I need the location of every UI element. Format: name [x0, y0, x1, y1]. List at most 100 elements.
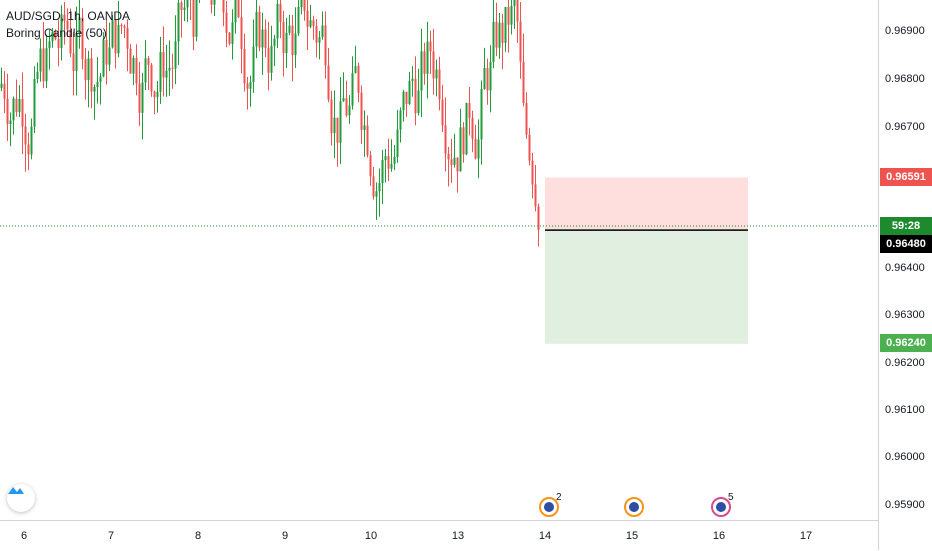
candlestick-chart[interactable] [0, 0, 878, 520]
candle-body [111, 19, 114, 48]
candle-body [156, 91, 159, 98]
current-price-badge: 0.96480 [880, 235, 932, 253]
candle-body [285, 32, 288, 54]
candle-body [369, 155, 372, 177]
candle-body [120, 24, 123, 27]
price-tick: 0.96800 [885, 73, 925, 85]
candle-body [360, 92, 363, 130]
candle-body [69, 29, 72, 54]
time-tick: 10 [364, 530, 378, 542]
candle-body [36, 71, 39, 79]
candle-body [531, 160, 534, 185]
candle-body [276, 3, 279, 39]
candle-body [24, 126, 27, 145]
candle-body [291, 25, 294, 56]
economic-event-icon[interactable]: 2 [539, 492, 562, 517]
price-axis[interactable]: 0.96900 0.96800 0.96700 0.96400 0.96300 … [878, 0, 932, 550]
candle-body [6, 98, 9, 125]
symbol-title[interactable]: AUD/SGD, 1h, OANDA [6, 9, 131, 23]
time-tick: 16 [712, 530, 726, 542]
candle-body [330, 99, 333, 134]
candle-body [300, 0, 303, 8]
candle-body [258, 11, 261, 48]
candle-body [498, 22, 501, 48]
candle-body [225, 12, 228, 33]
indicator-label[interactable]: Boring Candle (50) [6, 26, 107, 40]
candle-body [93, 86, 96, 92]
candle-body [450, 159, 453, 165]
candle-body [228, 32, 231, 44]
candle-body [525, 103, 528, 135]
time-tick: 6 [20, 530, 28, 542]
candle-body [144, 58, 147, 83]
chart-pane[interactable]: AUD/SGD, 1h, OANDA Boring Candle (50) 2 … [0, 0, 878, 520]
candle-body [57, 38, 60, 48]
candle-body [183, 7, 186, 10]
candle-body [78, 17, 81, 34]
price-tick: 0.96000 [885, 451, 925, 463]
candle-body [339, 101, 342, 143]
candle-body [270, 45, 273, 73]
candle-body [135, 57, 138, 84]
candle-body [351, 73, 354, 106]
candle-body [126, 27, 129, 49]
candle-body [54, 31, 57, 39]
candle-body [60, 14, 63, 48]
candle-body [474, 138, 477, 159]
candle-body [63, 14, 66, 21]
candle-body [465, 103, 468, 155]
price-tick: 0.96100 [885, 404, 925, 416]
candle-body [363, 125, 366, 130]
candle-body [315, 26, 318, 43]
candle-body [312, 20, 315, 27]
candle-body [429, 41, 432, 52]
candle-body [489, 61, 492, 91]
candle-body [318, 37, 321, 43]
time-tick: 15 [625, 530, 639, 542]
economic-event-icon[interactable] [624, 497, 644, 517]
candle-body [537, 206, 540, 230]
stop-loss-zone [545, 177, 748, 231]
candle-body [486, 67, 489, 91]
candle-body [105, 39, 108, 65]
candle-body [492, 21, 495, 62]
candle-body [495, 21, 498, 48]
candle-body [267, 48, 270, 73]
candle-body [168, 67, 171, 71]
candle-body [180, 2, 183, 10]
candle-body [177, 2, 180, 42]
economic-event-icon[interactable]: 5 [711, 492, 734, 517]
tradingview-logo-icon[interactable] [7, 484, 35, 512]
candle-body [174, 41, 177, 69]
candle-body [288, 25, 291, 33]
candle-body [411, 78, 414, 81]
candle-body [231, 22, 234, 44]
candle-body [42, 48, 45, 82]
candle-body [438, 69, 441, 100]
candle-body [3, 83, 6, 99]
candle-body [147, 58, 150, 65]
candle-body [396, 129, 399, 157]
candle-body [501, 22, 504, 43]
candle-body [345, 98, 348, 116]
candle-body [252, 46, 255, 83]
candle-body [333, 117, 336, 134]
candle-body [30, 126, 33, 155]
candle-body [444, 125, 447, 154]
candle-body [303, 0, 306, 11]
candle-body [432, 51, 435, 79]
time-tick: 9 [281, 530, 289, 542]
candle-body [162, 51, 165, 78]
candle-body [414, 78, 417, 114]
time-axis[interactable]: 6 7 8 9 10 13 14 15 16 17 [0, 520, 878, 551]
candle-body [372, 176, 375, 197]
candle-body [297, 7, 300, 34]
candle-body [243, 48, 246, 84]
candle-body [279, 3, 282, 22]
candle-body [453, 157, 456, 165]
candle-body [309, 20, 312, 27]
candle-body [186, 0, 189, 8]
candle-body [240, 17, 243, 49]
price-tick: 0.96400 [885, 262, 925, 274]
candle-body [45, 48, 48, 82]
